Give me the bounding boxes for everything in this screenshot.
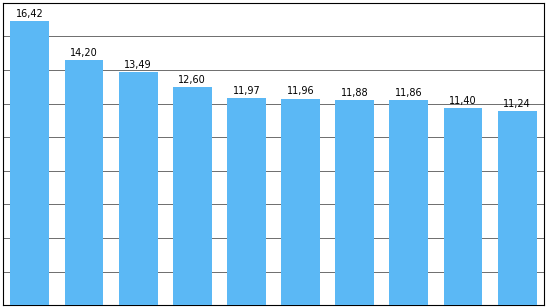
Bar [173, 87, 212, 305]
Text: 13,49: 13,49 [124, 60, 152, 70]
Bar [65, 60, 103, 305]
Text: 11,96: 11,96 [287, 87, 315, 96]
Bar [389, 100, 428, 305]
Text: 12,60: 12,60 [178, 75, 206, 85]
Text: 11,86: 11,86 [395, 88, 423, 98]
Bar [281, 99, 320, 305]
Bar [335, 100, 374, 305]
Text: 11,97: 11,97 [232, 86, 260, 96]
Bar [444, 108, 482, 305]
Bar [227, 98, 266, 305]
Text: 11,88: 11,88 [341, 88, 369, 98]
Bar [119, 72, 158, 305]
Bar [10, 22, 49, 305]
Text: 11,24: 11,24 [503, 99, 531, 109]
Text: 14,20: 14,20 [70, 48, 98, 58]
Text: 11,40: 11,40 [449, 96, 477, 106]
Text: 16,42: 16,42 [16, 9, 44, 19]
Bar [498, 111, 537, 305]
